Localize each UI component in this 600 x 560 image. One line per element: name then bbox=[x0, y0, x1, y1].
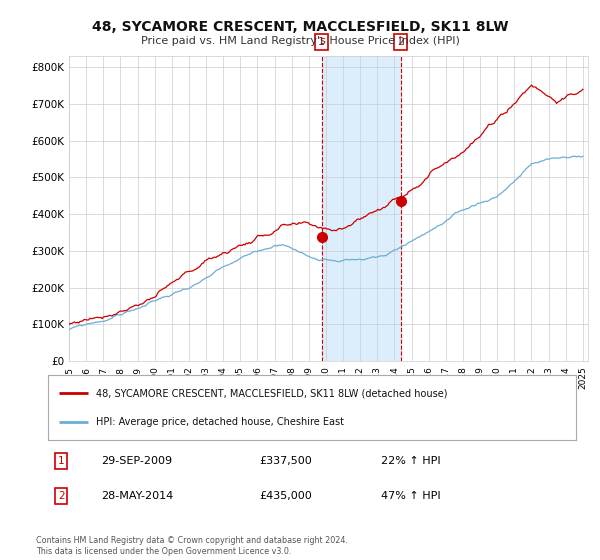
Text: £337,500: £337,500 bbox=[259, 456, 312, 465]
Text: 2: 2 bbox=[58, 491, 65, 501]
Text: 48, SYCAMORE CRESCENT, MACCLESFIELD, SK11 8LW: 48, SYCAMORE CRESCENT, MACCLESFIELD, SK1… bbox=[92, 20, 508, 34]
Text: 47% ↑ HPI: 47% ↑ HPI bbox=[380, 491, 440, 501]
Text: 1: 1 bbox=[58, 456, 65, 465]
Text: Contains HM Land Registry data © Crown copyright and database right 2024.
This d: Contains HM Land Registry data © Crown c… bbox=[36, 536, 348, 556]
Text: 2: 2 bbox=[397, 37, 404, 47]
Text: HPI: Average price, detached house, Cheshire East: HPI: Average price, detached house, Ches… bbox=[95, 417, 344, 427]
Text: 1: 1 bbox=[318, 37, 325, 47]
Bar bbox=[322, 56, 401, 361]
Text: Price paid vs. HM Land Registry's House Price Index (HPI): Price paid vs. HM Land Registry's House … bbox=[140, 36, 460, 46]
Text: £435,000: £435,000 bbox=[259, 491, 312, 501]
Text: 22% ↑ HPI: 22% ↑ HPI bbox=[380, 456, 440, 465]
Text: 28-MAY-2014: 28-MAY-2014 bbox=[101, 491, 173, 501]
Text: 48, SYCAMORE CRESCENT, MACCLESFIELD, SK11 8LW (detached house): 48, SYCAMORE CRESCENT, MACCLESFIELD, SK1… bbox=[95, 388, 447, 398]
Text: 29-SEP-2009: 29-SEP-2009 bbox=[101, 456, 172, 465]
